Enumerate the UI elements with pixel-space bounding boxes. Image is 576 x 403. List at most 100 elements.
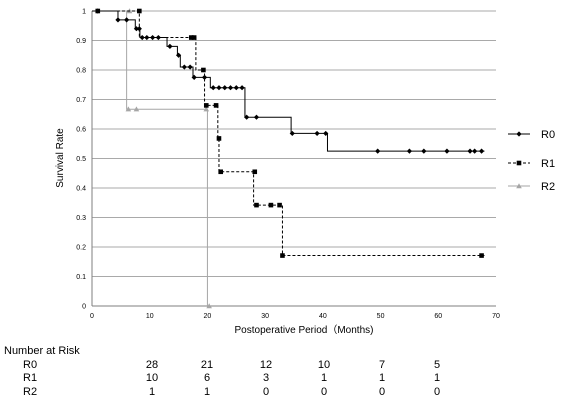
- censor-marker: [375, 148, 381, 154]
- axes: [91, 11, 496, 307]
- risk-row-label: R2: [23, 386, 37, 398]
- risk-count: 5: [434, 359, 440, 371]
- risk-count: 1: [204, 386, 210, 398]
- series-layer: [92, 8, 485, 309]
- series-R0: [92, 8, 485, 154]
- censor-marker: [516, 160, 522, 166]
- risk-count: 3: [263, 372, 269, 384]
- risk-row-R2: R2 1 1 0 0 0 0: [23, 386, 440, 398]
- censor-marker: [203, 103, 209, 108]
- censor-marker: [95, 8, 101, 14]
- x-tick-label: 30: [261, 313, 269, 320]
- censor-marker: [289, 130, 295, 137]
- y-tick-labels: 0 0.1 0.2 0.3 0.4 0.5 0.6 0.7 0.8 0.9 1: [76, 9, 86, 311]
- censor-marker: [201, 74, 208, 80]
- censor-marker: [478, 148, 485, 154]
- censor-marker: [472, 148, 478, 154]
- survival-curve: [92, 10, 485, 257]
- risk-count: 7: [379, 359, 385, 371]
- y-tick-label: 0: [82, 304, 86, 311]
- censor-marker: [227, 85, 234, 91]
- risk-count: 10: [318, 359, 330, 371]
- censor-marker: [222, 85, 228, 91]
- censor-marker: [244, 114, 250, 120]
- risk-count: 1: [149, 386, 155, 398]
- survival-curve: [92, 10, 485, 152]
- censor-marker: [252, 169, 258, 175]
- risk-table-title: Number at Risk: [4, 345, 80, 357]
- legend-item-R1: R1: [508, 158, 555, 170]
- censor-marker: [133, 106, 140, 112]
- censor-marker: [253, 114, 260, 120]
- risk-count: 28: [146, 359, 158, 371]
- censor-marker: [277, 202, 282, 208]
- censor-marker: [191, 74, 197, 80]
- x-tick-label: 60: [434, 313, 442, 320]
- y-tick-label: 0.7: [76, 97, 86, 104]
- censor-marker: [187, 64, 193, 70]
- risk-row-label: R1: [23, 372, 37, 384]
- censor-marker: [218, 169, 224, 175]
- censor-marker: [406, 148, 413, 154]
- censor-marker: [216, 85, 222, 91]
- y-tick-label: 1: [82, 9, 86, 16]
- risk-count: 0: [434, 386, 440, 398]
- risk-row-label: R0: [23, 359, 37, 371]
- censor-marker: [516, 183, 522, 189]
- legend-item-R2: R2: [508, 181, 555, 193]
- risk-count: 0: [263, 386, 269, 398]
- risk-row-R0: R0 28 21 12 10 7 5: [23, 359, 440, 371]
- x-axis-title: Postoperative Period（Months): [235, 324, 374, 336]
- x-tick-label: 10: [146, 313, 154, 320]
- legend-label: R1: [541, 158, 555, 170]
- grid-lines: [92, 10, 496, 277]
- censor-marker: [201, 67, 206, 73]
- series-R1: [92, 8, 485, 258]
- y-tick-label: 0.5: [76, 156, 86, 163]
- risk-count: 10: [146, 372, 158, 384]
- legend: R0 R1 R2: [508, 129, 555, 193]
- risk-row-R1: R1 10 6 3 1 1 1: [23, 372, 440, 384]
- x-tick-label: 40: [319, 313, 327, 320]
- risk-count: 1: [379, 372, 385, 384]
- risk-count: 1: [434, 372, 440, 384]
- risk-count: 1: [321, 372, 327, 384]
- x-tick-label: 20: [204, 313, 212, 320]
- y-tick-label: 0.1: [76, 274, 86, 281]
- risk-count: 12: [260, 359, 272, 371]
- censor-marker: [137, 8, 142, 14]
- censor-marker: [188, 35, 194, 40]
- legend-label: R2: [541, 181, 555, 193]
- y-tick-label: 0.3: [76, 215, 86, 222]
- legend-item-R0: R0: [508, 129, 555, 141]
- y-tick-label: 0.6: [76, 127, 86, 134]
- x-tick-label: 70: [492, 313, 500, 320]
- censor-marker: [254, 202, 259, 208]
- censor-marker: [467, 148, 473, 154]
- legend-label: R0: [541, 129, 555, 141]
- censor-marker: [203, 106, 210, 112]
- censor-marker: [479, 253, 484, 258]
- censor-marker: [125, 106, 132, 112]
- censor-marker: [323, 130, 329, 137]
- risk-count: 6: [204, 372, 210, 384]
- y-tick-label: 0.9: [76, 38, 86, 45]
- censor-marker: [314, 130, 320, 137]
- censor-marker: [167, 43, 173, 49]
- censor-marker: [444, 148, 450, 154]
- censor-marker: [421, 148, 427, 154]
- y-tick-label: 0.4: [76, 186, 86, 193]
- censor-marker: [124, 17, 130, 23]
- risk-count: 21: [201, 359, 213, 371]
- censor-marker: [233, 85, 239, 91]
- censor-marker: [268, 202, 274, 208]
- risk-count: 0: [321, 386, 327, 398]
- censor-marker: [239, 85, 245, 91]
- x-tick-labels: 0 10 20 30 40 50 60 70: [90, 313, 500, 320]
- x-tick-label: 50: [377, 313, 385, 320]
- censor-marker: [181, 64, 187, 70]
- censor-marker: [206, 303, 212, 309]
- censor-marker: [133, 26, 140, 32]
- y-tick-label: 0.8: [76, 68, 86, 75]
